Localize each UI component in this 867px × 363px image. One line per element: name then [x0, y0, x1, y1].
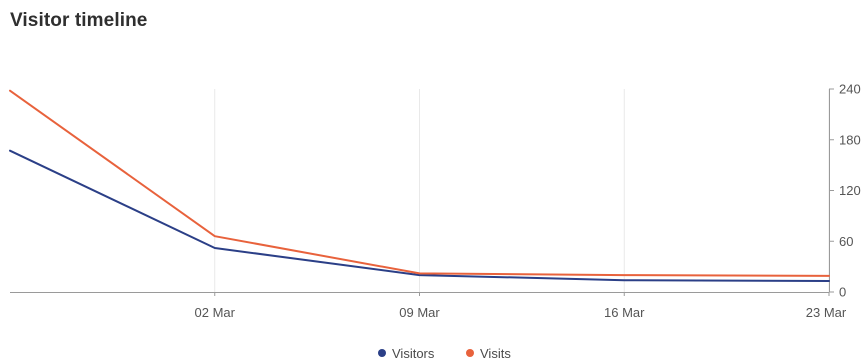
grid-layer — [214, 89, 830, 292]
legend-label: Visitors — [392, 346, 435, 361]
legend-marker — [466, 349, 474, 357]
y-tick-label: 180 — [839, 132, 861, 147]
legend-item-visits[interactable]: Visits — [466, 346, 511, 361]
axis-layer — [10, 88, 834, 296]
y-tick-label: 0 — [839, 285, 846, 300]
y-tick-label: 240 — [839, 82, 861, 97]
chart-legend[interactable]: Visitors Visits — [378, 346, 511, 361]
legend-item-visitors[interactable]: Visitors — [378, 346, 435, 361]
y-tick-labels: 0 60 120 180 240 — [839, 82, 861, 300]
series-line-visits[interactable] — [9, 89, 830, 277]
y-tick-label: 60 — [839, 234, 853, 249]
x-tick-label: 23 Mar — [806, 305, 847, 320]
x-tick-labels: 02 Mar 09 Mar 16 Mar 23 Mar — [195, 305, 847, 320]
x-tick-label: 09 Mar — [399, 305, 440, 320]
x-tick-label: 02 Mar — [195, 305, 236, 320]
series-layer — [9, 89, 830, 282]
x-tick-label: 16 Mar — [604, 305, 645, 320]
legend-marker — [378, 349, 386, 357]
series-line-visitors[interactable] — [9, 149, 830, 282]
y-tick-label: 120 — [839, 183, 861, 198]
legend-label: Visits — [480, 346, 511, 361]
chart-title: Visitor timeline — [10, 10, 148, 31]
